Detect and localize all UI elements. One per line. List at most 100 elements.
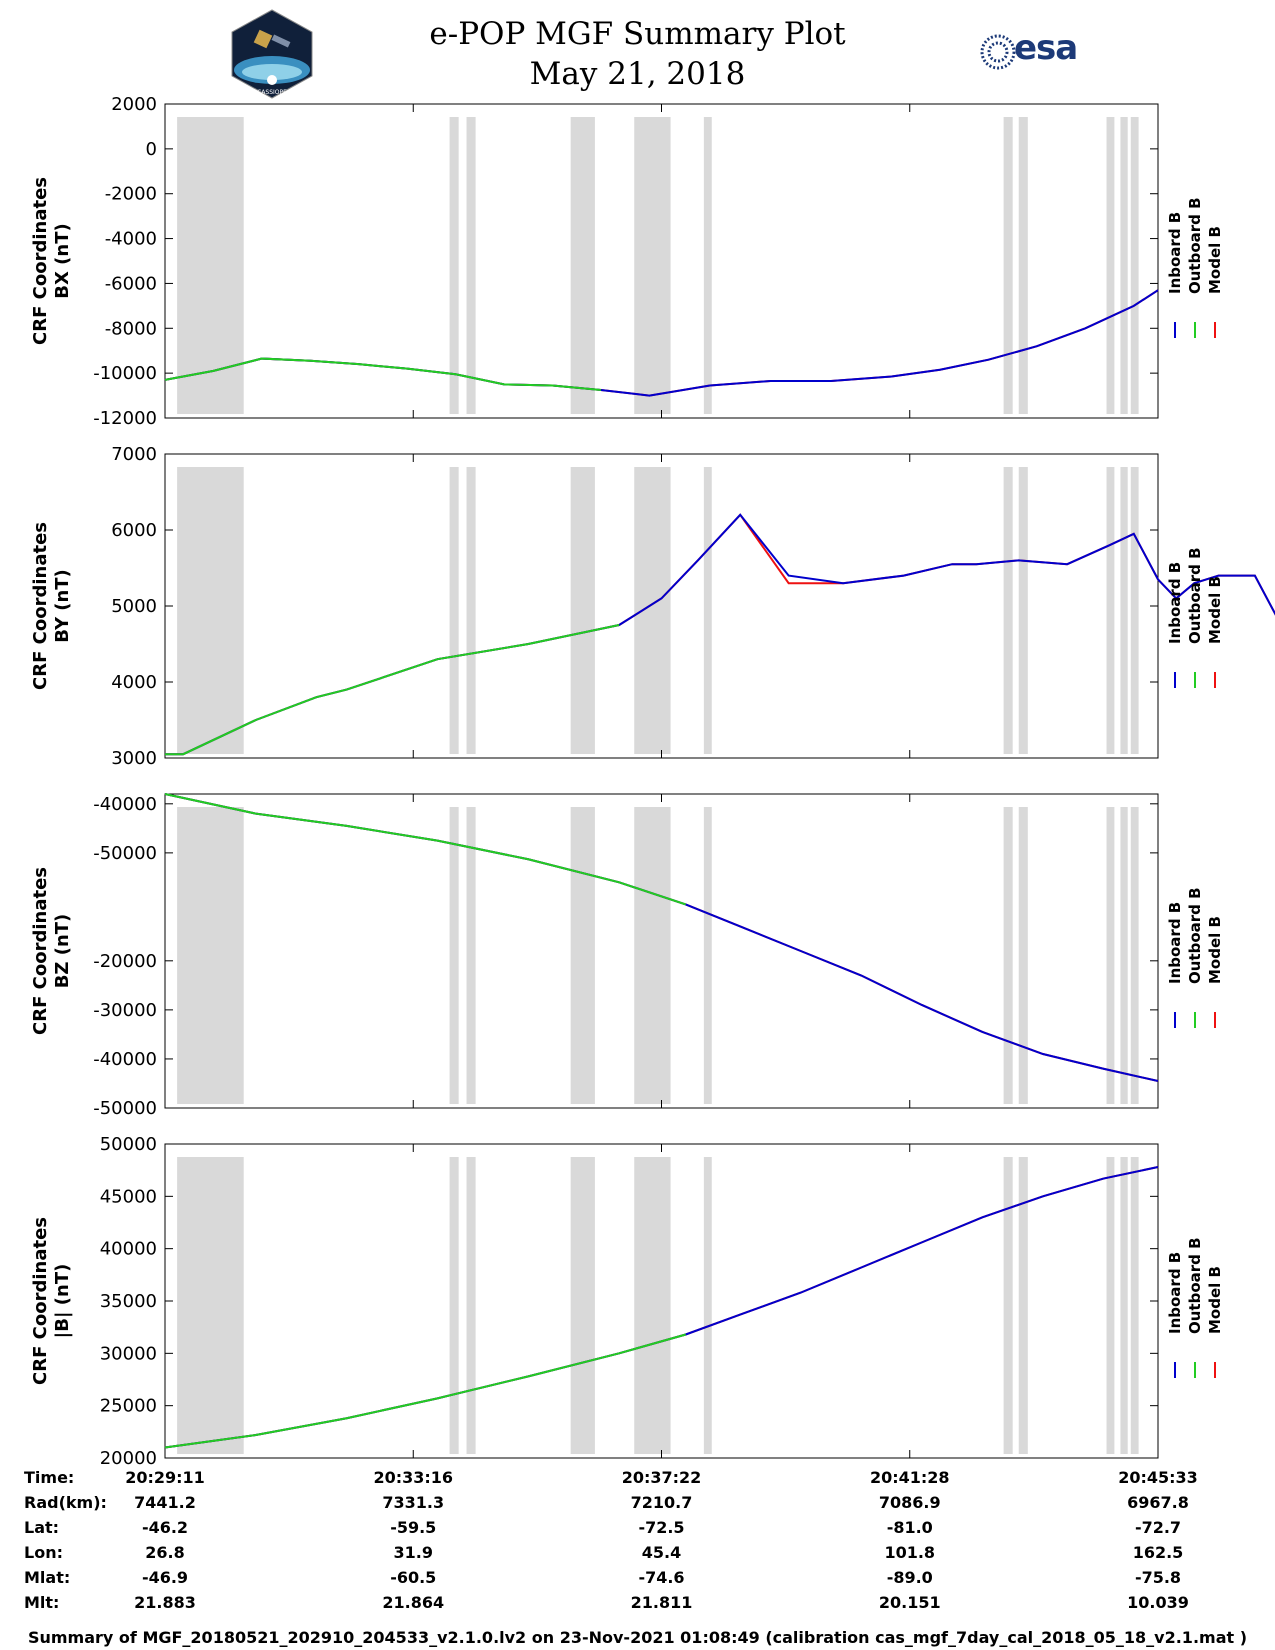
shaded-interval-1-3 bbox=[570, 467, 595, 754]
ephemeris-value: -72.5 bbox=[638, 1518, 685, 1537]
ephemeris-value: 7086.9 bbox=[878, 1493, 941, 1512]
ephemeris-value: -81.0 bbox=[886, 1518, 933, 1537]
ephemeris-label: Rad(km): bbox=[24, 1493, 107, 1512]
ephemeris-value: 7441.2 bbox=[134, 1493, 196, 1512]
ephemeris-value: 31.9 bbox=[393, 1543, 433, 1562]
ephemeris-value: 26.8 bbox=[145, 1543, 185, 1562]
ephemeris-value: 20:45:33 bbox=[1118, 1468, 1198, 1487]
ephemeris-value: -59.5 bbox=[390, 1518, 437, 1537]
y-tick-label-3-5: 25000 bbox=[100, 1396, 157, 1417]
shaded-interval-1-5 bbox=[703, 467, 712, 754]
legend-label-3-1: Outboard B bbox=[1186, 1237, 1204, 1334]
shaded-interval-1-1 bbox=[449, 467, 459, 754]
shaded-interval-2-3 bbox=[570, 807, 595, 1104]
shaded-interval-0-6 bbox=[1003, 117, 1013, 414]
y-tick-label-1-3: 4000 bbox=[111, 672, 157, 693]
shaded-interval-1-0 bbox=[177, 467, 244, 754]
header: CASSIOPE e-POP MGF Summary Plot May 21, … bbox=[0, 0, 1275, 100]
chart-title: e-POP MGF Summary Plot bbox=[429, 16, 846, 52]
ephemeris-label: Lon: bbox=[24, 1543, 63, 1562]
shaded-interval-0-8 bbox=[1106, 117, 1115, 414]
y-tick-label-0-1: 0 bbox=[146, 139, 157, 160]
legend-label-0-2: Model B bbox=[1206, 226, 1224, 294]
ephemeris-value: 20:33:16 bbox=[373, 1468, 454, 1487]
y-tick-label-2-4: -40000 bbox=[93, 1049, 157, 1070]
series-line-outboard-1 bbox=[165, 624, 620, 756]
y-tick-label-3-3: 35000 bbox=[100, 1291, 157, 1312]
legend-label-2-0: Inboard B bbox=[1166, 902, 1184, 984]
ephemeris-value: -72.7 bbox=[1134, 1518, 1182, 1537]
ephemeris-value: -89.0 bbox=[886, 1568, 933, 1587]
shaded-interval-3-8 bbox=[1106, 1157, 1115, 1454]
ephemeris-label: Time: bbox=[24, 1468, 75, 1487]
y-tick-label-0-4: -6000 bbox=[105, 273, 157, 294]
ephemeris-value: 162.5 bbox=[1132, 1543, 1184, 1562]
ephemeris-value: 10.039 bbox=[1127, 1593, 1189, 1612]
shaded-interval-0-9 bbox=[1120, 117, 1128, 414]
ephemeris-value: 21.811 bbox=[630, 1593, 693, 1612]
legend-label-3-0: Inboard B bbox=[1166, 1252, 1184, 1334]
legend-label-1-0: Inboard B bbox=[1166, 562, 1184, 644]
shaded-interval-2-10 bbox=[1130, 807, 1139, 1104]
y-tick-label-0-6: -10000 bbox=[93, 363, 157, 384]
y-tick-label-0-2: -2000 bbox=[105, 184, 157, 205]
shaded-interval-3-3 bbox=[570, 1157, 595, 1454]
shaded-interval-2-9 bbox=[1120, 807, 1128, 1104]
legend-label-2-1: Outboard B bbox=[1186, 887, 1204, 984]
shaded-interval-2-0 bbox=[177, 807, 244, 1104]
shaded-interval-3-4 bbox=[634, 1157, 671, 1454]
esa-logo-text: esa bbox=[1014, 28, 1078, 68]
shaded-interval-0-3 bbox=[570, 117, 595, 414]
y-tick-label-0-5: -8000 bbox=[105, 318, 157, 339]
shaded-interval-2-4 bbox=[634, 807, 671, 1104]
y-tick-label-1-0: 7000 bbox=[111, 444, 157, 465]
y-axis-unit-1: BY (nT) bbox=[52, 569, 73, 643]
shaded-interval-3-9 bbox=[1120, 1157, 1128, 1454]
legend-label-2-2: Model B bbox=[1206, 916, 1224, 984]
y-tick-label-0-3: -4000 bbox=[105, 229, 157, 250]
y-tick-label-3-6: 20000 bbox=[100, 1448, 157, 1469]
shaded-interval-2-8 bbox=[1106, 807, 1115, 1104]
y-tick-label-2-0: -40000 bbox=[93, 794, 157, 815]
shaded-interval-1-4 bbox=[634, 467, 671, 754]
shaded-interval-0-2 bbox=[466, 117, 476, 414]
ephemeris-value: -74.6 bbox=[638, 1568, 685, 1587]
ephemeris-value: 6967.8 bbox=[1127, 1493, 1189, 1512]
y-tick-label-0-7: -12000 bbox=[93, 408, 157, 429]
shaded-interval-1-2 bbox=[466, 467, 476, 754]
ephemeris-value: 101.8 bbox=[884, 1543, 936, 1562]
ephemeris-value: -60.5 bbox=[390, 1568, 437, 1587]
y-tick-label-3-4: 30000 bbox=[100, 1343, 157, 1364]
ephemeris-label: Mlat: bbox=[24, 1568, 71, 1587]
ephemeris-value: 21.883 bbox=[134, 1593, 196, 1612]
cassiope-mission-logo: CASSIOPE bbox=[231, 9, 313, 99]
ephemeris-value: 7210.7 bbox=[630, 1493, 693, 1512]
ephemeris-value: 20:29:11 bbox=[125, 1468, 205, 1487]
shaded-interval-0-4 bbox=[634, 117, 671, 414]
shaded-interval-0-7 bbox=[1018, 117, 1028, 414]
footer-summary: Summary of MGF_20180521_202910_204533_v2… bbox=[27, 1628, 1248, 1647]
ephemeris-value: 21.864 bbox=[382, 1593, 445, 1612]
y-axis-label-2: CRF Coordinates bbox=[30, 867, 51, 1035]
cassiope-logo-text: CASSIOPE bbox=[257, 89, 287, 96]
legend-label-0-1: Outboard B bbox=[1186, 197, 1204, 294]
y-tick-label-1-2: 5000 bbox=[111, 596, 157, 617]
shaded-interval-3-0 bbox=[177, 1157, 244, 1454]
y-tick-label-2-1: -50000 bbox=[93, 843, 157, 864]
shaded-interval-2-5 bbox=[703, 807, 712, 1104]
shaded-interval-0-1 bbox=[449, 117, 459, 414]
esa-logo-icon bbox=[980, 34, 1016, 70]
y-tick-label-1-1: 6000 bbox=[111, 520, 157, 541]
ephemeris-value: 7331.3 bbox=[382, 1493, 445, 1512]
ephemeris-value: 45.4 bbox=[641, 1543, 682, 1562]
y-axis-unit-0: BX (nT) bbox=[52, 223, 73, 298]
ephemeris-label: Lat: bbox=[24, 1518, 60, 1537]
shaded-interval-2-6 bbox=[1003, 807, 1013, 1104]
shaded-interval-1-10 bbox=[1130, 467, 1139, 754]
series-line-outboard-3 bbox=[164, 1333, 686, 1449]
legend-label-0-0: Inboard B bbox=[1166, 212, 1184, 294]
shaded-interval-3-7 bbox=[1018, 1157, 1028, 1454]
y-tick-label-3-0: 50000 bbox=[100, 1134, 157, 1155]
shaded-interval-1-9 bbox=[1120, 467, 1128, 754]
